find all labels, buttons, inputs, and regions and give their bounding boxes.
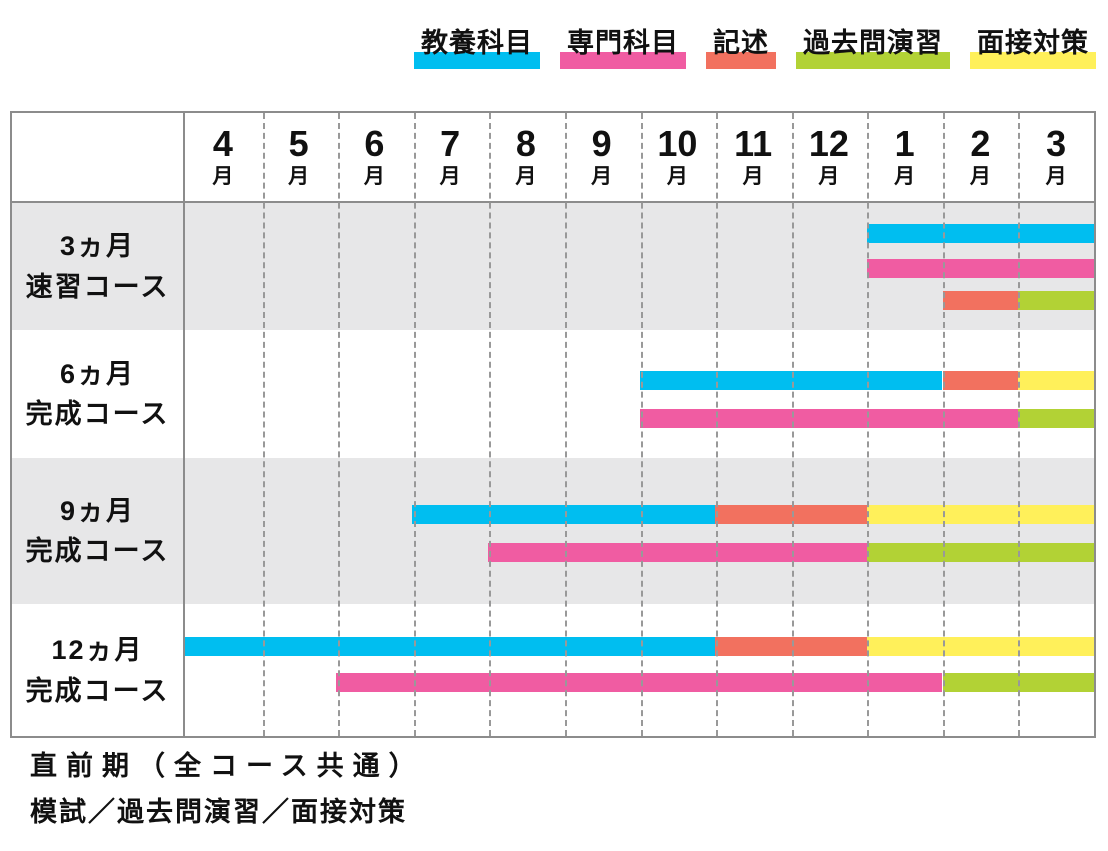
month-header-row: 4 月 5 月 6 月 7 月 8 月 9 月 10 月 11 月 12 月 1 月 2 月 3 月	[12, 113, 1094, 203]
course-name-label: 完成コース	[25, 399, 170, 429]
legend-item: 面接対策	[970, 26, 1096, 70]
gantt-bar	[185, 637, 716, 656]
month-unit: 月	[288, 164, 310, 188]
course-duration-label: 6ヵ月	[59, 358, 136, 389]
month-number: 7	[440, 122, 461, 164]
footer-note: 直前期（全コース共通） 模試／過去問演習／面接対策	[30, 748, 425, 832]
gantt-bar	[715, 637, 867, 656]
month-header: 12 月	[791, 113, 867, 201]
gantt-bar	[487, 543, 867, 562]
gantt-bar	[942, 291, 1019, 310]
legend-item: 専門科目	[560, 26, 686, 70]
legend-item: 記述	[706, 26, 776, 70]
month-number: 5	[288, 122, 309, 164]
month-unit: 月	[212, 164, 234, 188]
month-number: 9	[591, 122, 612, 164]
gantt-bar	[336, 673, 943, 692]
gantt-bar	[866, 637, 1094, 656]
month-number: 10	[657, 122, 698, 164]
course-duration-label: 9ヵ月	[59, 495, 136, 526]
course-duration-label: 12ヵ月	[51, 635, 144, 665]
gantt-bar	[715, 505, 867, 524]
course-row: 9ヵ月完成コース	[12, 458, 1094, 604]
month-unit: 月	[363, 164, 385, 188]
gantt-bar	[866, 224, 1094, 243]
month-number: 4	[212, 122, 233, 164]
footer-note-line1: 直前期（全コース共通）	[30, 751, 425, 781]
course-name-label: 完成コース	[25, 675, 170, 706]
schedule-table: 4 月 5 月 6 月 7 月 8 月 9 月 10 月 11 月 12 月 1 月 2 月 3 月 3ヵ月 速習コース 6ヵ月完…	[10, 111, 1096, 738]
month-unit: 月	[666, 164, 688, 188]
legend-item: 教養科目	[414, 26, 540, 70]
month-number: 3	[1046, 122, 1067, 164]
month-header: 11 月	[715, 113, 791, 201]
course-name-label: 完成コース	[25, 536, 170, 566]
month-unit: 月	[969, 164, 991, 188]
month-number: 6	[364, 122, 385, 164]
month-unit: 月	[742, 164, 764, 188]
course-row-chart	[185, 458, 1094, 604]
month-unit: 月	[515, 164, 537, 188]
footer-note-line2: 模試／過去問演習／面接対策	[30, 796, 407, 827]
month-header: 10 月	[640, 113, 716, 201]
gantt-bar	[942, 673, 1094, 692]
gantt-bar	[639, 409, 1019, 428]
month-number: 8	[515, 122, 536, 164]
course-row-chart	[185, 604, 1094, 737]
header-corner-cell	[12, 113, 185, 201]
course-row-label: 12ヵ月完成コース	[12, 604, 185, 737]
month-number: 1	[894, 122, 915, 164]
month-number: 12	[808, 122, 849, 164]
course-row-label: 6ヵ月完成コース	[12, 330, 185, 458]
course-row-label: 3ヵ月速習コース	[12, 203, 185, 330]
month-number: 11	[734, 122, 773, 164]
month-unit: 月	[591, 164, 613, 188]
month-headers: 4 月 5 月 6 月 7 月 8 月 9 月 10 月 11 月 12 月 1 月 2 月 3 月	[185, 113, 1094, 201]
gantt-bar	[639, 371, 943, 390]
gantt-bar	[866, 259, 1094, 278]
gantt-bar	[866, 505, 1094, 524]
course-row-chart	[185, 203, 1094, 330]
gantt-bar	[866, 543, 1094, 562]
gantt-bar	[1018, 371, 1094, 390]
legend: 教養科目 専門科目 記述 過去問演習 面接対策	[414, 26, 1096, 70]
month-unit: 月	[439, 164, 461, 188]
course-name-label: 速習コース	[25, 271, 170, 302]
course-row: 6ヵ月完成コース	[12, 330, 1094, 458]
course-row: 3ヵ月速習コース	[12, 203, 1094, 330]
gantt-bar	[1018, 291, 1094, 310]
course-row: 12ヵ月完成コース	[12, 604, 1094, 737]
course-duration-label: 3ヵ月	[59, 231, 136, 261]
month-number: 2	[970, 122, 991, 164]
course-row-chart	[185, 330, 1094, 458]
month-unit: 月	[894, 164, 916, 188]
course-row-label: 9ヵ月完成コース	[12, 458, 185, 604]
month-unit: 月	[818, 164, 840, 188]
gantt-bar	[412, 505, 716, 524]
gantt-bar	[1018, 409, 1094, 428]
legend-item: 過去問演習	[796, 26, 950, 70]
gantt-bar	[942, 371, 1019, 390]
month-unit: 月	[1045, 164, 1067, 188]
